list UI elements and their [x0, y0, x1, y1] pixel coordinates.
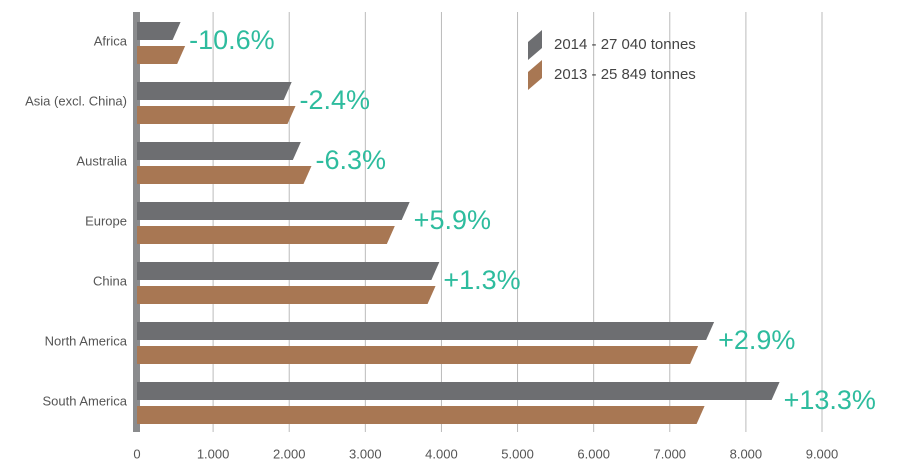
y-tick-label: North America: [45, 333, 128, 348]
y-tick-label: Africa: [94, 33, 128, 48]
bar: [137, 322, 715, 340]
x-tick-label: 3.000: [349, 446, 382, 461]
change-label: -10.6%: [189, 25, 275, 55]
y-tick-label: China: [93, 273, 128, 288]
legend-swatch: [528, 60, 542, 90]
x-tick-label: 7.000: [654, 446, 687, 461]
x-tick-label: 0: [133, 446, 140, 461]
x-tick-label: 4.000: [425, 446, 458, 461]
bar: [137, 142, 301, 160]
legend-swatch: [528, 30, 542, 60]
bar: [137, 286, 436, 304]
change-label: +5.9%: [414, 205, 491, 235]
change-label: +2.9%: [718, 325, 795, 355]
change-label: +1.3%: [443, 265, 520, 295]
change-label: -2.4%: [300, 85, 371, 115]
bar: [137, 46, 186, 64]
bar: [137, 382, 780, 400]
x-tick-label: 5.000: [501, 446, 534, 461]
bar: [137, 262, 440, 280]
bar: [137, 22, 181, 40]
legend-label: 2013 - 25 849 tonnes: [554, 66, 696, 83]
change-label: +13.3%: [784, 385, 876, 415]
x-tick-label: 1.000: [197, 446, 230, 461]
x-tick-label: 6.000: [577, 446, 610, 461]
change-label: -6.3%: [315, 145, 386, 175]
y-tick-label: Europe: [85, 213, 127, 228]
bar: [137, 406, 705, 424]
bar: [137, 82, 292, 100]
y-tick-label: Australia: [76, 153, 127, 168]
legend-label: 2014 - 27 040 tonnes: [554, 36, 696, 53]
bar: [137, 202, 410, 220]
bar: [137, 106, 296, 124]
y-tick-label: South America: [42, 393, 127, 408]
x-tick-label: 8.000: [730, 446, 763, 461]
x-tick-label: 2.000: [273, 446, 306, 461]
bar: [137, 226, 395, 244]
y-axis: [133, 12, 140, 432]
bar: [137, 166, 312, 184]
bar: [137, 346, 699, 364]
x-tick-label: 9.000: [806, 446, 839, 461]
y-tick-label: Asia (excl. China): [25, 93, 127, 108]
